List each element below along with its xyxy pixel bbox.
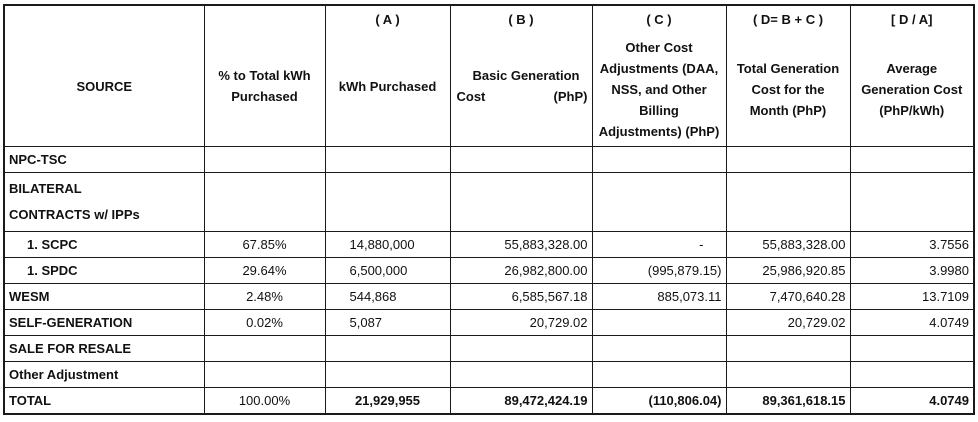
col-c-tag: ( C ) [646, 12, 672, 27]
row-self-generation: SELF-GENERATION 0.02% 5,087 20,729.02 20… [3, 309, 975, 336]
header-row: SOURCE % to Total kWh Purchased ( A ) kW… [3, 4, 975, 147]
avg-cost-cell: 3.7556 [849, 231, 975, 258]
header-col-d: ( D= B + C ) Total Generation Cost for t… [725, 4, 851, 147]
row-label: 1. SPDC [3, 257, 205, 284]
row-label: TOTAL [3, 387, 205, 415]
row-wesm: WESM 2.48% 544,868 6,585,567.18 885,073.… [3, 283, 975, 310]
header-col-b: ( B ) Basic Generation Cost (PhP) [449, 4, 593, 147]
row-bilateral: BILATERAL CONTRACTS w/ IPPs [3, 172, 975, 232]
avg-cost-cell: 3.9980 [849, 257, 975, 284]
kwh-cell: 5,087 [324, 309, 451, 336]
other-cost-cell [591, 309, 727, 336]
kwh-cell: 14,880,000 [324, 231, 451, 258]
kwh-cell: 21,929,955 [324, 387, 451, 415]
row-npc-tsc: NPC-TSC [3, 146, 975, 173]
total-cost-cell: 25,986,920.85 [725, 257, 851, 284]
row-scpc: 1. SCPC 67.85% 14,880,000 55,883,328.00 … [3, 231, 975, 258]
basic-cost-cell: 6,585,567.18 [449, 283, 593, 310]
basic-cost-cell: 55,883,328.00 [449, 231, 593, 258]
total-cost-cell: 20,729.02 [725, 309, 851, 336]
pct-cell: 67.85% [203, 231, 326, 258]
col-a-tag: ( A ) [375, 12, 400, 27]
header-col-c: ( C ) Other Cost Adjustments (DAA, NSS, … [591, 4, 727, 147]
row-label: 1. SCPC [3, 231, 205, 258]
header-col-e: [ D / A] Average Generation Cost (PhP/kW… [849, 4, 975, 147]
row-label: SALE FOR RESALE [3, 335, 205, 362]
pct-cell: 2.48% [203, 283, 326, 310]
basic-cost-cell: 20,729.02 [449, 309, 593, 336]
pct-cell: 0.02% [203, 309, 326, 336]
other-cost-cell: - [591, 231, 727, 258]
row-label: BILATERAL CONTRACTS w/ IPPs [3, 172, 205, 232]
total-cost-cell: 89,361,618.15 [725, 387, 851, 415]
other-cost-cell: (110,806.04) [591, 387, 727, 415]
row-total: TOTAL 100.00% 21,929,955 89,472,424.19 (… [3, 387, 975, 415]
avg-cost-cell: 4.0749 [849, 309, 975, 336]
generation-cost-table: SOURCE % to Total kWh Purchased ( A ) kW… [3, 4, 975, 415]
header-col-a: ( A ) kWh Purchased [324, 4, 451, 147]
col-b-tag: ( B ) [508, 12, 534, 27]
kwh-cell: 6,500,000 [324, 257, 451, 284]
row-sale-for-resale: SALE FOR RESALE [3, 335, 975, 362]
row-label: Other Adjustment [3, 361, 205, 388]
row-spdc: 1. SPDC 29.64% 6,500,000 26,982,800.00 (… [3, 257, 975, 284]
row-label: SELF-GENERATION [3, 309, 205, 336]
total-cost-cell: 7,470,640.28 [725, 283, 851, 310]
row-label: NPC-TSC [3, 146, 205, 173]
col-e-tag: [ D / A] [891, 12, 933, 27]
pct-cell: 100.00% [203, 387, 326, 415]
basic-cost-cell: 89,472,424.19 [449, 387, 593, 415]
other-cost-cell: 885,073.11 [591, 283, 727, 310]
other-cost-cell: (995,879.15) [591, 257, 727, 284]
header-source: SOURCE [3, 4, 205, 147]
avg-cost-cell: 13.7109 [849, 283, 975, 310]
col-d-tag: ( D= B + C ) [752, 12, 824, 27]
header-pct: % to Total kWh Purchased [203, 4, 326, 147]
row-label: WESM [3, 283, 205, 310]
pct-cell: 29.64% [203, 257, 326, 284]
kwh-cell: 544,868 [324, 283, 451, 310]
avg-cost-cell: 4.0749 [849, 387, 975, 415]
total-cost-cell: 55,883,328.00 [725, 231, 851, 258]
row-other-adjustment: Other Adjustment [3, 361, 975, 388]
basic-cost-cell: 26,982,800.00 [449, 257, 593, 284]
